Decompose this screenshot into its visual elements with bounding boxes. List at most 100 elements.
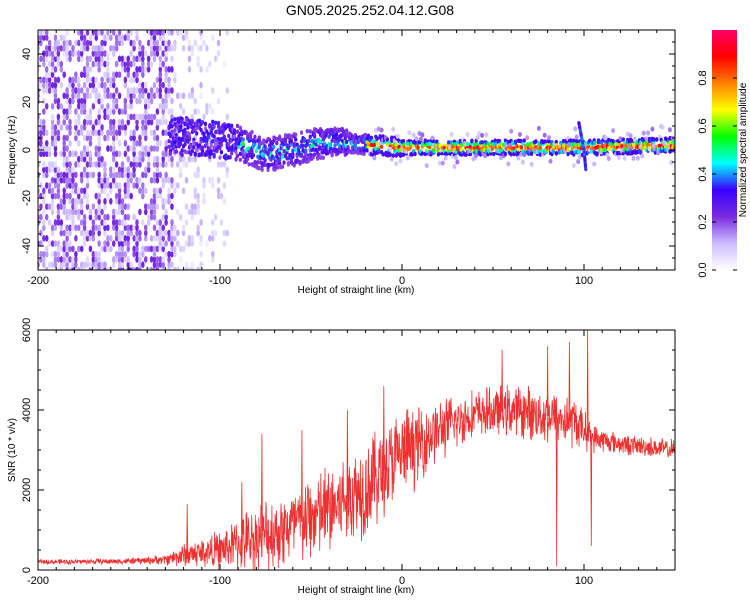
heatmap-cell: [50, 208, 55, 216]
heatmap-cell: [230, 151, 234, 156]
heatmap-cell: [117, 55, 122, 63]
heatmap-cell: [173, 250, 177, 258]
heatmap-cell: [74, 76, 78, 84]
heatmap-cell: [42, 97, 46, 105]
heatmap-cell: [91, 81, 96, 89]
heatmap-cell: [59, 219, 64, 226]
heatmap-cell: [62, 155, 66, 163]
heatmap-cell: [339, 149, 343, 154]
heatmap-cell: [47, 81, 52, 89]
heatmap-cell: [106, 182, 110, 189]
heatmap-cell: [62, 108, 66, 115]
heatmap-cell: [176, 240, 180, 247]
heatmap-cell: [68, 108, 72, 115]
heatmap-cell: [65, 145, 69, 152]
heatmap-cell: [173, 140, 177, 145]
heatmap-cell: [91, 229, 96, 237]
heatmap-cell: [74, 129, 78, 137]
heatmap-cell: [62, 192, 66, 200]
heatmap-cell: [126, 166, 131, 173]
heatmap-cell: [129, 145, 133, 152]
heatmap-cell: [82, 118, 87, 126]
heatmap-cell: [161, 182, 165, 189]
heatmap-cell: [71, 87, 75, 94]
heatmap-cell: [77, 87, 81, 94]
heatmap-cell: [662, 140, 667, 146]
heatmap-cell: [100, 44, 104, 52]
y-tick-label: 20: [21, 96, 33, 108]
heatmap-cell: [138, 66, 142, 73]
heatmap-cell: [240, 132, 244, 137]
heatmap-cell: [235, 129, 240, 134]
heatmap-cell: [164, 250, 168, 258]
heatmap-cell: [135, 55, 139, 63]
heatmap-cell: [465, 141, 470, 147]
heatmap-cell: [152, 145, 157, 152]
heatmap-cell: [39, 203, 43, 210]
heatmap-cell: [170, 161, 174, 168]
heatmap-cell: [170, 118, 174, 123]
heatmap-cell: [225, 166, 230, 173]
heatmap-cell: [126, 171, 131, 179]
heatmap-cell: [123, 187, 128, 195]
heatmap-cell: [47, 145, 52, 152]
heatmap-cell: [42, 129, 46, 137]
heatmap-cell: [120, 235, 125, 242]
heatmap-cell: [77, 113, 81, 121]
heatmap-cell: [79, 87, 84, 94]
heatmap-cell: [138, 187, 142, 195]
heatmap-cell: [262, 153, 266, 158]
heatmap-cell: [250, 149, 254, 154]
heatmap-cell: [56, 219, 61, 226]
heatmap-cell: [216, 123, 221, 129]
heatmap-cell: [106, 134, 110, 142]
heatmap-cell: [77, 161, 81, 168]
heatmap-cell: [68, 229, 72, 237]
heatmap-cell: [158, 229, 163, 237]
heatmap-cell: [85, 256, 90, 263]
heatmap-cell: [330, 138, 334, 143]
heatmap-cell: [50, 60, 55, 68]
heatmap-cell: [135, 235, 139, 242]
heatmap-cell: [146, 155, 151, 163]
heatmap-cell: [213, 229, 218, 237]
heatmap-cell: [155, 219, 160, 226]
heatmap-cell: [178, 103, 183, 110]
heatmap-cell: [114, 134, 119, 142]
heatmap-cell: [74, 187, 78, 195]
heatmap-cell: [146, 66, 151, 73]
heatmap-cell: [65, 134, 69, 142]
heatmap-cell: [180, 119, 184, 125]
heatmap-cell: [170, 66, 174, 73]
heatmap-cell: [394, 142, 398, 147]
heatmap-cell: [225, 171, 230, 179]
heatmap-cell: [132, 60, 136, 68]
heatmap-cell: [77, 92, 81, 100]
heatmap-cell: [291, 148, 295, 153]
heatmap-cell: [91, 60, 96, 68]
heatmap-cell: [362, 148, 366, 153]
heatmap-cell: [362, 137, 366, 143]
heatmap-cell: [393, 148, 397, 154]
heatmap-cell: [94, 55, 98, 63]
heatmap-cell: [111, 166, 116, 173]
heatmap-cell: [216, 187, 221, 195]
heatmap-cell: [288, 133, 292, 138]
heatmap-cell: [161, 129, 165, 137]
heatmap-cell: [123, 182, 128, 189]
heatmap-cell: [193, 108, 198, 115]
heatmap-cell: [352, 150, 356, 155]
heatmap-cell: [143, 103, 148, 110]
heatmap-cell: [44, 213, 49, 221]
heatmap-cell: [176, 161, 180, 168]
heatmap-cell: [114, 198, 119, 205]
heatmap-cell: [149, 266, 154, 270]
heatmap-cell: [164, 39, 168, 47]
heatmap-cell: [77, 187, 81, 195]
heatmap-cell: [94, 250, 98, 258]
heatmap-cell: [100, 39, 104, 47]
heatmap-cell: [474, 152, 479, 158]
heatmap-cell: [82, 219, 87, 226]
heatmap-cell: [126, 245, 131, 253]
heatmap-cell: [173, 117, 177, 122]
